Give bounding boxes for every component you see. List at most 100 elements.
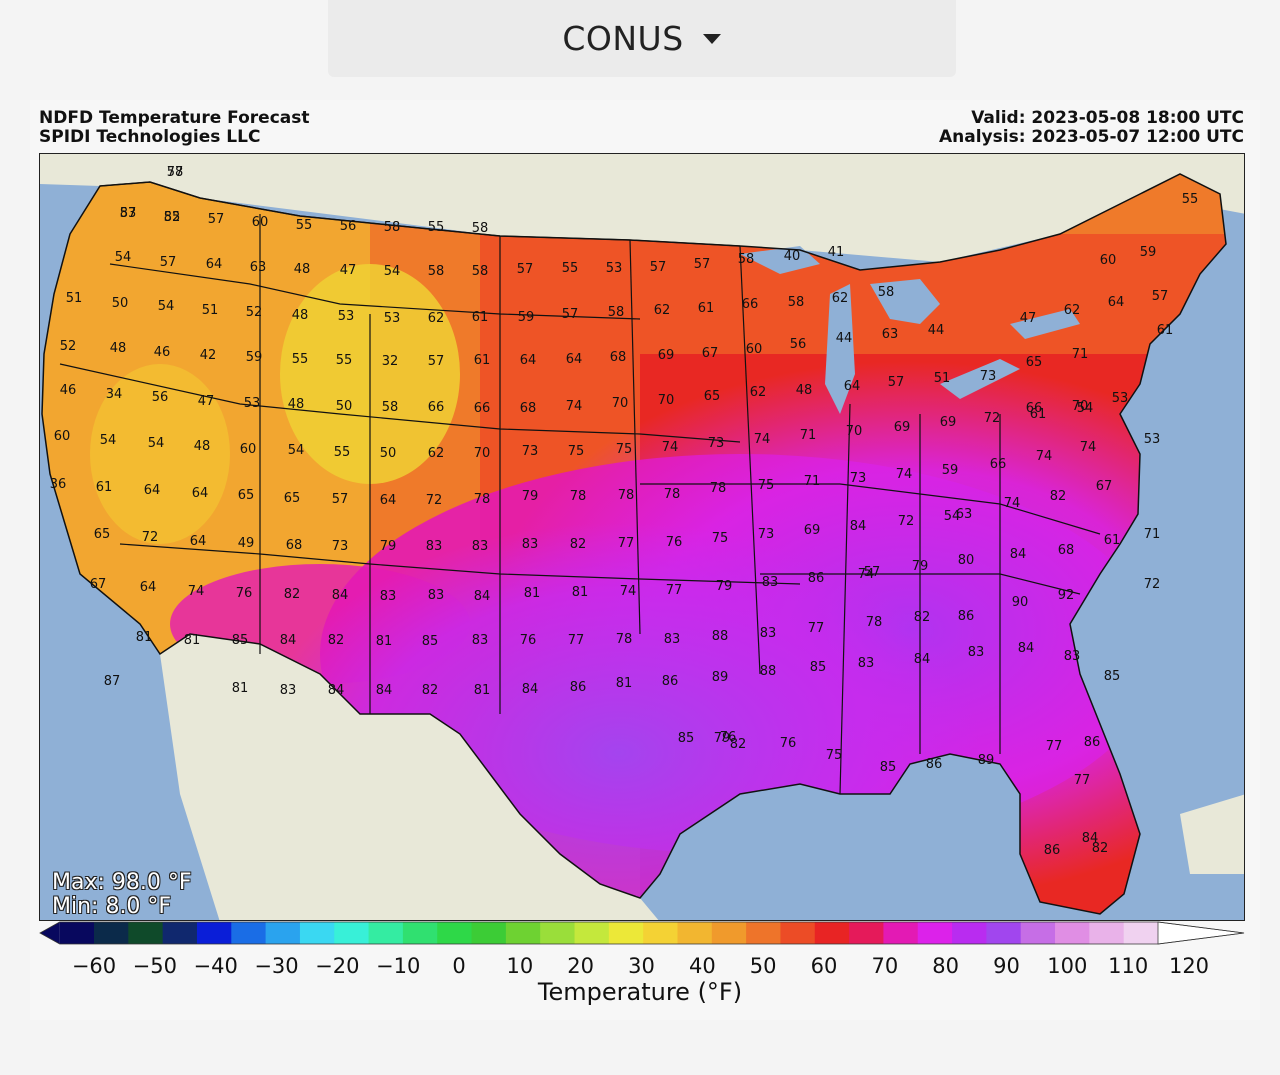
station-temperature: 42	[200, 348, 217, 363]
station-temperature: 77	[1074, 773, 1091, 788]
station-temperature: 56	[340, 219, 357, 234]
station-temperature: 61	[698, 301, 715, 316]
station-temperature: 82	[1092, 841, 1109, 856]
station-temperature: 34	[106, 387, 123, 402]
station-temperature: 55	[428, 220, 445, 235]
station-temperature: 86	[926, 757, 943, 772]
station-temperature: 60	[1100, 253, 1117, 268]
colorbar-bin	[162, 922, 198, 944]
map-subtitle: SPIDI Technologies LLC	[39, 127, 261, 147]
station-temperature: 68	[286, 538, 303, 553]
station-temperature: 57	[160, 255, 177, 270]
station-temperature: 76	[720, 730, 737, 745]
station-temperature: 47	[1020, 311, 1037, 326]
station-temperature: 81	[616, 676, 633, 691]
station-temperature: 57	[517, 262, 534, 277]
station-temperature: 62	[428, 311, 445, 326]
station-temperature: 73	[708, 436, 725, 451]
station-temperature: 53	[1144, 432, 1161, 447]
colorbar-bin	[265, 922, 301, 944]
valid-time: Valid: 2023-05-08 18:00 UTC	[971, 108, 1244, 128]
station-temperature: 61	[96, 480, 113, 495]
max-temperature: Max: 98.0 °F	[52, 870, 192, 895]
station-temperature: 60	[746, 342, 763, 357]
station-temperature: 75	[758, 478, 775, 493]
colorbar-max-arrow	[1157, 921, 1245, 945]
station-temperature: 64	[1108, 295, 1125, 310]
colorbar-bin	[128, 922, 164, 944]
station-temperature: 48	[292, 308, 309, 323]
station-temperature: 70	[474, 446, 491, 461]
station-temperature: 71	[1144, 527, 1161, 542]
colorbar-tick-label: 80	[932, 954, 960, 978]
station-temperature: 82	[914, 610, 931, 625]
colorbar-tick-label: 30	[628, 954, 655, 978]
station-temperature: 78	[866, 615, 883, 630]
station-temperature: 76	[236, 586, 253, 601]
colorbar-bin	[437, 922, 473, 944]
station-temperature: 59	[518, 310, 535, 325]
region-dropdown-label: CONUS	[562, 19, 684, 58]
station-temperature: 72	[142, 530, 159, 545]
station-temperature: 66	[474, 401, 491, 416]
station-temperature: 81	[376, 634, 393, 649]
colorbar	[39, 921, 1245, 945]
station-temperature: 53	[384, 311, 401, 326]
station-temperature: 75	[568, 444, 585, 459]
station-temperature: 73	[980, 369, 997, 384]
station-temperature: 56	[152, 390, 169, 405]
colorbar-bin	[1055, 922, 1090, 944]
station-temperature: 65	[704, 389, 721, 404]
station-temperature: 67	[90, 577, 107, 592]
station-temperature: 83	[426, 539, 443, 554]
station-temperature: 87	[120, 206, 137, 221]
station-temperature: 85	[678, 731, 695, 746]
station-temperature: 86	[1084, 735, 1101, 750]
station-temperature: 66	[1026, 401, 1043, 416]
station-temperature: 74	[858, 567, 875, 582]
colorbar-tick-label: 70	[871, 954, 899, 978]
colorbar-tick-label: −60	[71, 954, 117, 978]
station-temperature: 72	[898, 514, 915, 529]
station-temperature: 77	[808, 621, 825, 636]
station-temperature: 54	[115, 250, 132, 265]
station-temperature: 46	[154, 345, 171, 360]
station-temperature: 92	[1058, 588, 1075, 603]
station-temperature: 81	[184, 633, 201, 648]
station-temperature: 69	[894, 420, 911, 435]
station-temperature: 64	[844, 379, 861, 394]
station-temperature: 76	[780, 736, 797, 751]
caret-down-icon	[702, 33, 721, 44]
colorbar-tick-label: 60	[810, 954, 838, 978]
station-temperature: 52	[246, 305, 263, 320]
station-temperature: 79	[522, 489, 539, 504]
station-temperature: 57	[650, 260, 667, 275]
station-temperature: 83	[1064, 649, 1081, 664]
station-temperature: 58	[788, 295, 805, 310]
station-temperature: 72	[426, 493, 443, 508]
station-temperature: 84	[522, 682, 539, 697]
colorbar-tick-label: 110	[1108, 954, 1149, 978]
station-temperature: 63	[956, 507, 973, 522]
station-temperature: 58	[738, 252, 755, 267]
station-temperature: 64	[380, 493, 397, 508]
station-temperature: 82	[570, 537, 587, 552]
station-temperature: 78	[570, 489, 587, 504]
station-temperature: 65	[284, 491, 301, 506]
station-temperature: 57	[428, 354, 445, 369]
station-temperature: 84	[850, 519, 867, 534]
station-temperature: 59	[942, 463, 959, 478]
colorbar-tick-label: −50	[132, 954, 177, 978]
colorbar-bin	[780, 922, 816, 944]
colorbar-bin	[883, 922, 919, 944]
station-temperature: 61	[1104, 533, 1121, 548]
station-temperature: 59	[1140, 245, 1157, 260]
station-temperature: 54	[1077, 401, 1094, 416]
colorbar-bin	[334, 922, 370, 944]
station-temperature: 60	[240, 442, 257, 457]
station-temperature: 73	[522, 444, 539, 459]
station-temperature: 54	[158, 299, 175, 314]
station-temperature: 57	[332, 492, 349, 507]
region-dropdown[interactable]: CONUS	[328, 0, 956, 77]
station-temperature: 65	[94, 527, 111, 542]
